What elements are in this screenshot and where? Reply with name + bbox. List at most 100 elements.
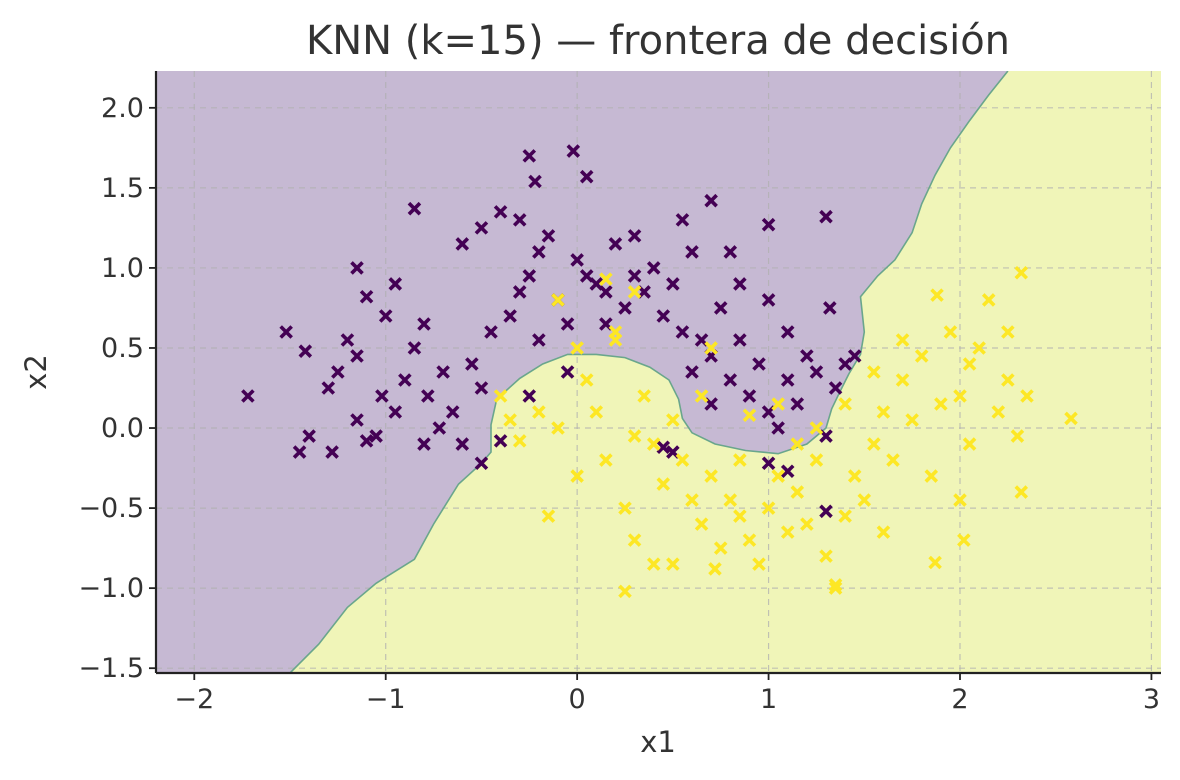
point-class-0 bbox=[378, 309, 393, 323]
point-class-1 bbox=[1064, 411, 1078, 426]
point-class-1 bbox=[708, 562, 722, 576]
point-class-0 bbox=[704, 193, 718, 208]
point-class-1 bbox=[503, 413, 517, 427]
point-class-1 bbox=[646, 557, 661, 571]
point-class-0 bbox=[407, 341, 422, 355]
point-class-1 bbox=[886, 453, 900, 467]
point-class-1 bbox=[627, 533, 642, 547]
point-class-1 bbox=[742, 533, 757, 547]
point-class-0 bbox=[541, 229, 556, 243]
x-tick-label: 0 bbox=[569, 684, 586, 715]
point-class-0 bbox=[819, 209, 833, 224]
point-class-0 bbox=[522, 389, 537, 403]
point-class-0 bbox=[388, 277, 403, 291]
point-class-0 bbox=[809, 365, 824, 379]
point-class-0 bbox=[532, 245, 546, 259]
point-class-1 bbox=[790, 437, 805, 451]
point-class-0 bbox=[474, 381, 489, 395]
point-class-1 bbox=[627, 429, 642, 443]
point-class-1 bbox=[928, 555, 942, 570]
point-class-0 bbox=[484, 325, 498, 339]
point-class-0 bbox=[800, 349, 814, 363]
point-class-0 bbox=[780, 325, 795, 339]
point-class-0 bbox=[627, 229, 642, 243]
point-class-0 bbox=[819, 504, 833, 519]
x-axis-ticks: −2 −1 0 1 2 3 bbox=[174, 673, 1160, 715]
point-class-0 bbox=[618, 301, 632, 315]
point-class-1 bbox=[771, 397, 785, 411]
point-class-1 bbox=[991, 405, 1006, 419]
y-tick-label: 1.5 bbox=[101, 173, 144, 204]
point-class-1 bbox=[551, 421, 565, 435]
y-axis-ticks: −1.5 −1.0 −0.5 0.0 0.5 1.0 1.5 2.0 bbox=[78, 93, 156, 684]
scatter-points bbox=[241, 144, 1078, 599]
point-class-1 bbox=[867, 437, 881, 451]
point-class-0 bbox=[828, 381, 843, 395]
point-class-1 bbox=[618, 501, 632, 515]
point-class-0 bbox=[350, 349, 364, 363]
point-class-0 bbox=[388, 405, 403, 419]
point-class-1 bbox=[704, 469, 718, 483]
point-class-1 bbox=[809, 453, 824, 467]
y-tick-label: 0.0 bbox=[101, 413, 144, 444]
point-class-1 bbox=[895, 333, 910, 347]
point-class-1 bbox=[800, 517, 814, 531]
point-class-1 bbox=[790, 485, 805, 499]
point-class-0 bbox=[321, 381, 336, 395]
point-class-1 bbox=[666, 413, 680, 427]
y-tick-label: 0.5 bbox=[101, 333, 144, 364]
y-tick-label: 2.0 bbox=[101, 93, 144, 124]
point-class-1 bbox=[924, 469, 939, 483]
point-class-0 bbox=[407, 201, 422, 216]
point-class-1 bbox=[981, 293, 996, 307]
point-class-1 bbox=[876, 525, 891, 539]
point-class-0 bbox=[432, 421, 447, 435]
point-class-1 bbox=[532, 405, 546, 419]
point-class-1 bbox=[876, 405, 891, 419]
y-tick-label: −1.0 bbox=[78, 573, 144, 604]
point-class-0 bbox=[761, 456, 776, 471]
point-class-0 bbox=[723, 373, 738, 387]
point-class-0 bbox=[359, 289, 374, 304]
point-class-0 bbox=[761, 217, 776, 232]
point-class-1 bbox=[694, 389, 709, 403]
point-class-0 bbox=[823, 301, 837, 315]
point-class-0 bbox=[493, 434, 508, 448]
point-class-1 bbox=[570, 469, 584, 483]
point-class-0 bbox=[761, 293, 776, 307]
point-class-0 bbox=[752, 357, 766, 371]
point-class-1 bbox=[685, 493, 699, 507]
point-class-1 bbox=[675, 453, 690, 467]
point-class-1 bbox=[1001, 325, 1015, 339]
point-class-1 bbox=[953, 493, 967, 507]
point-class-1 bbox=[828, 578, 843, 592]
point-class-1 bbox=[733, 509, 747, 523]
point-class-0 bbox=[474, 456, 489, 471]
point-class-1 bbox=[838, 397, 852, 411]
point-class-1 bbox=[914, 349, 929, 363]
point-class-1 bbox=[512, 434, 527, 448]
point-class-1 bbox=[895, 373, 910, 387]
point-class-0 bbox=[570, 253, 584, 267]
point-class-0 bbox=[675, 213, 690, 227]
point-class-0 bbox=[685, 365, 699, 379]
x-tick-label: 1 bbox=[760, 684, 777, 715]
x-tick-label: 3 bbox=[1143, 684, 1160, 715]
point-class-1 bbox=[847, 469, 862, 483]
point-class-1 bbox=[627, 285, 642, 299]
point-class-1 bbox=[570, 341, 584, 355]
x-tick-label: −1 bbox=[366, 684, 406, 715]
point-class-0 bbox=[608, 237, 623, 251]
point-class-1 bbox=[761, 501, 776, 515]
point-class-0 bbox=[733, 333, 747, 347]
point-class-0 bbox=[503, 309, 517, 323]
point-class-1 bbox=[957, 533, 971, 547]
point-class-1 bbox=[493, 389, 508, 403]
point-class-1 bbox=[723, 493, 738, 507]
point-class-0 bbox=[493, 205, 508, 219]
point-class-1 bbox=[1001, 373, 1015, 387]
point-class-1 bbox=[608, 333, 623, 347]
point-class-1 bbox=[1014, 485, 1029, 499]
point-class-0 bbox=[713, 301, 728, 315]
